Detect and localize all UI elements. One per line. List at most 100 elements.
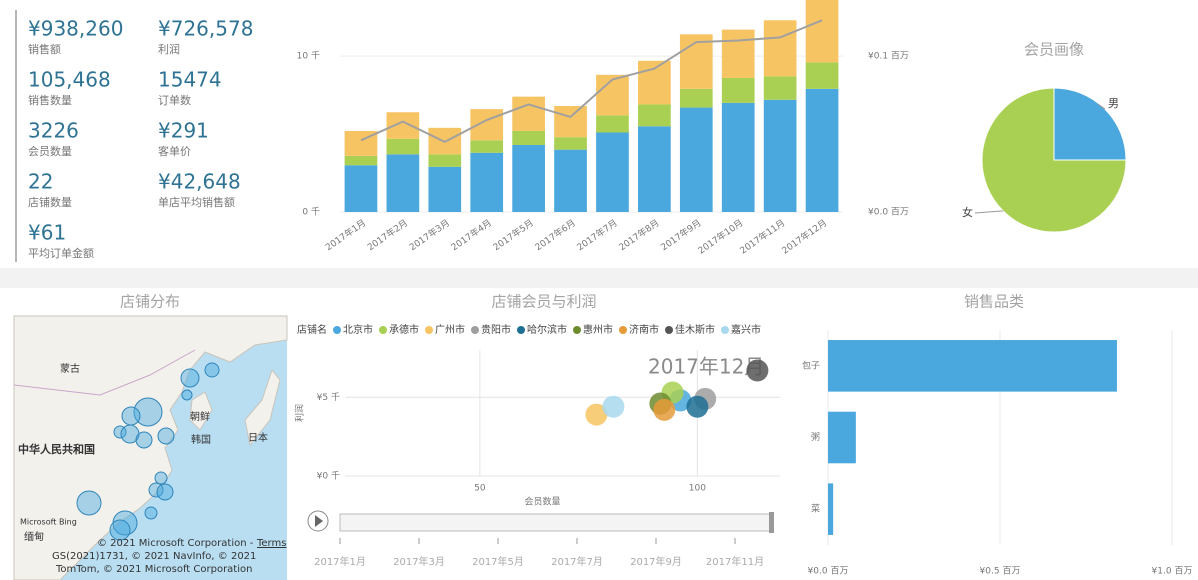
pie-title: 会员画像 — [1024, 41, 1084, 59]
play-axis-label: 2017年5月 — [472, 555, 524, 568]
bar-segment — [679, 88, 713, 108]
legend-label: 嘉兴市 — [731, 323, 761, 336]
legend-swatch — [665, 326, 673, 334]
legend-swatch — [379, 326, 387, 334]
store-bubble — [157, 427, 175, 445]
bar-segment — [596, 132, 629, 212]
bar-segment — [763, 76, 797, 100]
y-tick-label: 包子 — [802, 359, 820, 371]
leader-line — [974, 210, 1004, 214]
y-axis-label: 利润 — [294, 404, 306, 422]
bar-segment — [344, 165, 378, 212]
bar-segment — [805, 88, 839, 212]
bar-segment — [638, 104, 671, 127]
kpi-value: ¥42,648 — [158, 170, 241, 194]
map-terms[interactable]: Terms — [256, 538, 286, 549]
legend-label: 济南市 — [629, 323, 659, 336]
map-label: 日本 — [248, 431, 268, 444]
legend-label: 哈尔滨市 — [527, 323, 567, 336]
bar — [828, 340, 1117, 392]
kpi-label: 客单价 — [158, 144, 191, 158]
play-axis-label: 2017年1月 — [314, 555, 366, 568]
kpi-label: 单店平均销售额 — [158, 195, 235, 209]
map-label: 朝鲜 — [190, 410, 210, 423]
kpi-value: 22 — [28, 170, 53, 194]
legend-label: 惠州市 — [583, 323, 613, 336]
kpi-value: ¥938,260 — [28, 17, 123, 41]
bar-segment — [386, 154, 420, 212]
border — [13, 349, 196, 396]
bar-title: 销售品类 — [964, 293, 1024, 311]
kpi-label: 订单数 — [158, 94, 191, 107]
bar-segment — [470, 140, 504, 153]
bar-segment — [512, 96, 545, 131]
bar-segment — [554, 106, 587, 138]
legend-label: 北京市 — [343, 323, 373, 336]
y-tick-label: 10 千 — [297, 51, 320, 62]
legend-swatch — [333, 326, 341, 334]
kpi-label: 平均订单金额 — [28, 246, 94, 260]
store-bubble — [121, 406, 141, 426]
map-label: 缅甸 — [24, 530, 44, 543]
kpi-label: 销售数量 — [28, 93, 72, 107]
kpi-value: ¥61 — [28, 221, 66, 245]
land — [13, 315, 288, 580]
legend-label: 佳木斯市 — [675, 323, 715, 336]
bar-segment — [428, 166, 462, 212]
y-tick-label: ¥0 千 — [317, 471, 340, 482]
map-logo: Microsoft Bing — [20, 518, 77, 527]
point — [746, 359, 769, 382]
y-tick-label: 菜 — [811, 503, 820, 515]
store-bubbles — [76, 362, 220, 541]
map-attribution: © 2021 Microsoft Corporation - — [97, 538, 254, 549]
bar-segment — [470, 109, 504, 141]
map-title: 店铺分布 — [120, 293, 180, 311]
bar — [828, 483, 834, 535]
bar-segment — [679, 107, 713, 212]
x-axis-label: 会员数量 — [524, 496, 560, 508]
legend-label: 承德市 — [389, 323, 419, 336]
y2-tick-label: ¥0.0 百万 — [868, 207, 909, 218]
play-slider[interactable] — [339, 513, 774, 532]
point — [602, 395, 625, 418]
bar-segment — [512, 144, 545, 212]
store-bubble — [109, 519, 131, 541]
legend-label: 广州市 — [435, 323, 465, 336]
bar-segment — [554, 137, 587, 150]
legend-swatch — [517, 326, 525, 334]
play-axis-label: 2017年7月 — [551, 555, 603, 568]
map-label: 韩国 — [191, 433, 211, 446]
kpi-label: 店铺数量 — [28, 195, 72, 209]
store-bubble — [133, 397, 163, 427]
legend-title: 店铺名 — [297, 323, 327, 336]
leader-line — [1097, 103, 1106, 110]
x-tick-label: 50 — [474, 484, 486, 494]
bar-segment — [638, 126, 671, 212]
legend-swatch — [721, 326, 729, 334]
bar-segment — [721, 102, 755, 212]
kpi-value: 15474 — [158, 68, 222, 92]
store-bubble — [181, 389, 193, 401]
y-tick-label: ¥5 千 — [317, 392, 340, 403]
play-handle[interactable] — [769, 512, 774, 533]
store-bubble — [154, 471, 168, 485]
point — [653, 398, 676, 421]
bar-segment — [386, 138, 420, 155]
bar-segment — [763, 20, 797, 77]
bar-segment — [721, 77, 755, 103]
x-tick-label: 100 — [689, 484, 706, 494]
legend-swatch — [425, 326, 433, 334]
bar — [828, 411, 856, 464]
store-bubble — [144, 506, 158, 520]
bar-segment — [512, 130, 545, 145]
play-axis-label: 2017年3月 — [393, 555, 445, 568]
play-icon — [315, 515, 323, 527]
bar-segment — [428, 154, 462, 167]
bar-segment — [721, 29, 755, 78]
kpi-value: ¥726,578 — [158, 17, 253, 41]
bar-segment — [763, 99, 797, 212]
scatter-title: 店铺会员与利润 — [491, 293, 596, 311]
kpi-label: 会员数量 — [28, 145, 72, 158]
land — [244, 368, 281, 447]
